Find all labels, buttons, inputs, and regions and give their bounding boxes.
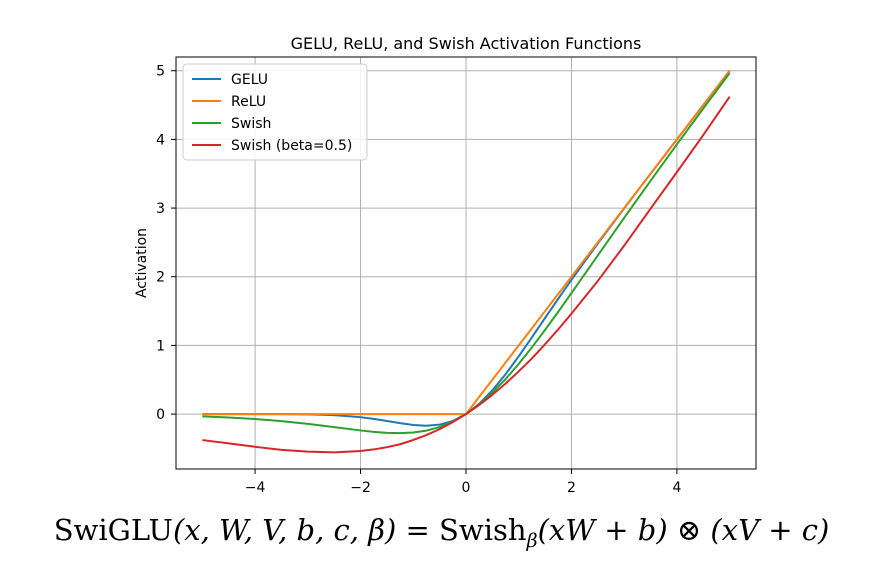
series-line-3: [202, 96, 731, 454]
legend-label: Swish: [231, 116, 271, 132]
y-tick-label: 5: [156, 64, 165, 80]
x-tick-label: 4: [672, 480, 681, 496]
formula-rhs-sub: β: [526, 529, 538, 552]
x-tick-label: 0: [462, 480, 471, 496]
formula-rhs-func: Swish: [439, 513, 527, 547]
legend-box: [182, 63, 368, 161]
formula-equals: =: [405, 513, 430, 547]
y-tick-label: 0: [156, 407, 165, 423]
ticks: −4 −2 0 2 4 0 1 2 3 4 5: [156, 64, 681, 496]
x-tick-label: −4: [245, 480, 266, 496]
legend-label: GELU: [231, 72, 268, 88]
series-lines: [202, 70, 731, 454]
x-tick-label: 2: [567, 480, 576, 496]
legend-label: ReLU: [231, 94, 266, 110]
formula-rhs-arg1: (xW + b): [537, 513, 668, 547]
swiglu-formula: SwiGLU(x, W, V, b, c, β) = Swishβ(xW + b…: [0, 500, 883, 560]
formula-lhs-args: (x, W, V, b, c, β): [172, 513, 397, 547]
formula-otimes: ⊗: [676, 513, 702, 547]
activation-chart: −4 −2 0 2 4 0 1 2 3 4 5 GELU, ReLU, and Swish Acti…: [134, 34, 757, 496]
y-tick-label: 1: [156, 338, 165, 354]
y-tick-label: 4: [156, 132, 165, 148]
y-tick-label: 3: [156, 201, 165, 217]
legend-label: Swish (beta=0.5): [231, 138, 352, 154]
legend: GELU ReLU Swish Swish (beta=0.5): [182, 63, 368, 161]
chart-title: GELU, ReLU, and Swish Activation Functio…: [291, 34, 642, 53]
formula-rhs-arg2: (xV + c): [710, 513, 830, 547]
y-axis-label: Activation: [134, 228, 150, 298]
formula-lhs-name: SwiGLU: [53, 513, 173, 547]
x-tick-label: −2: [350, 480, 371, 496]
y-tick-label: 2: [156, 270, 165, 286]
